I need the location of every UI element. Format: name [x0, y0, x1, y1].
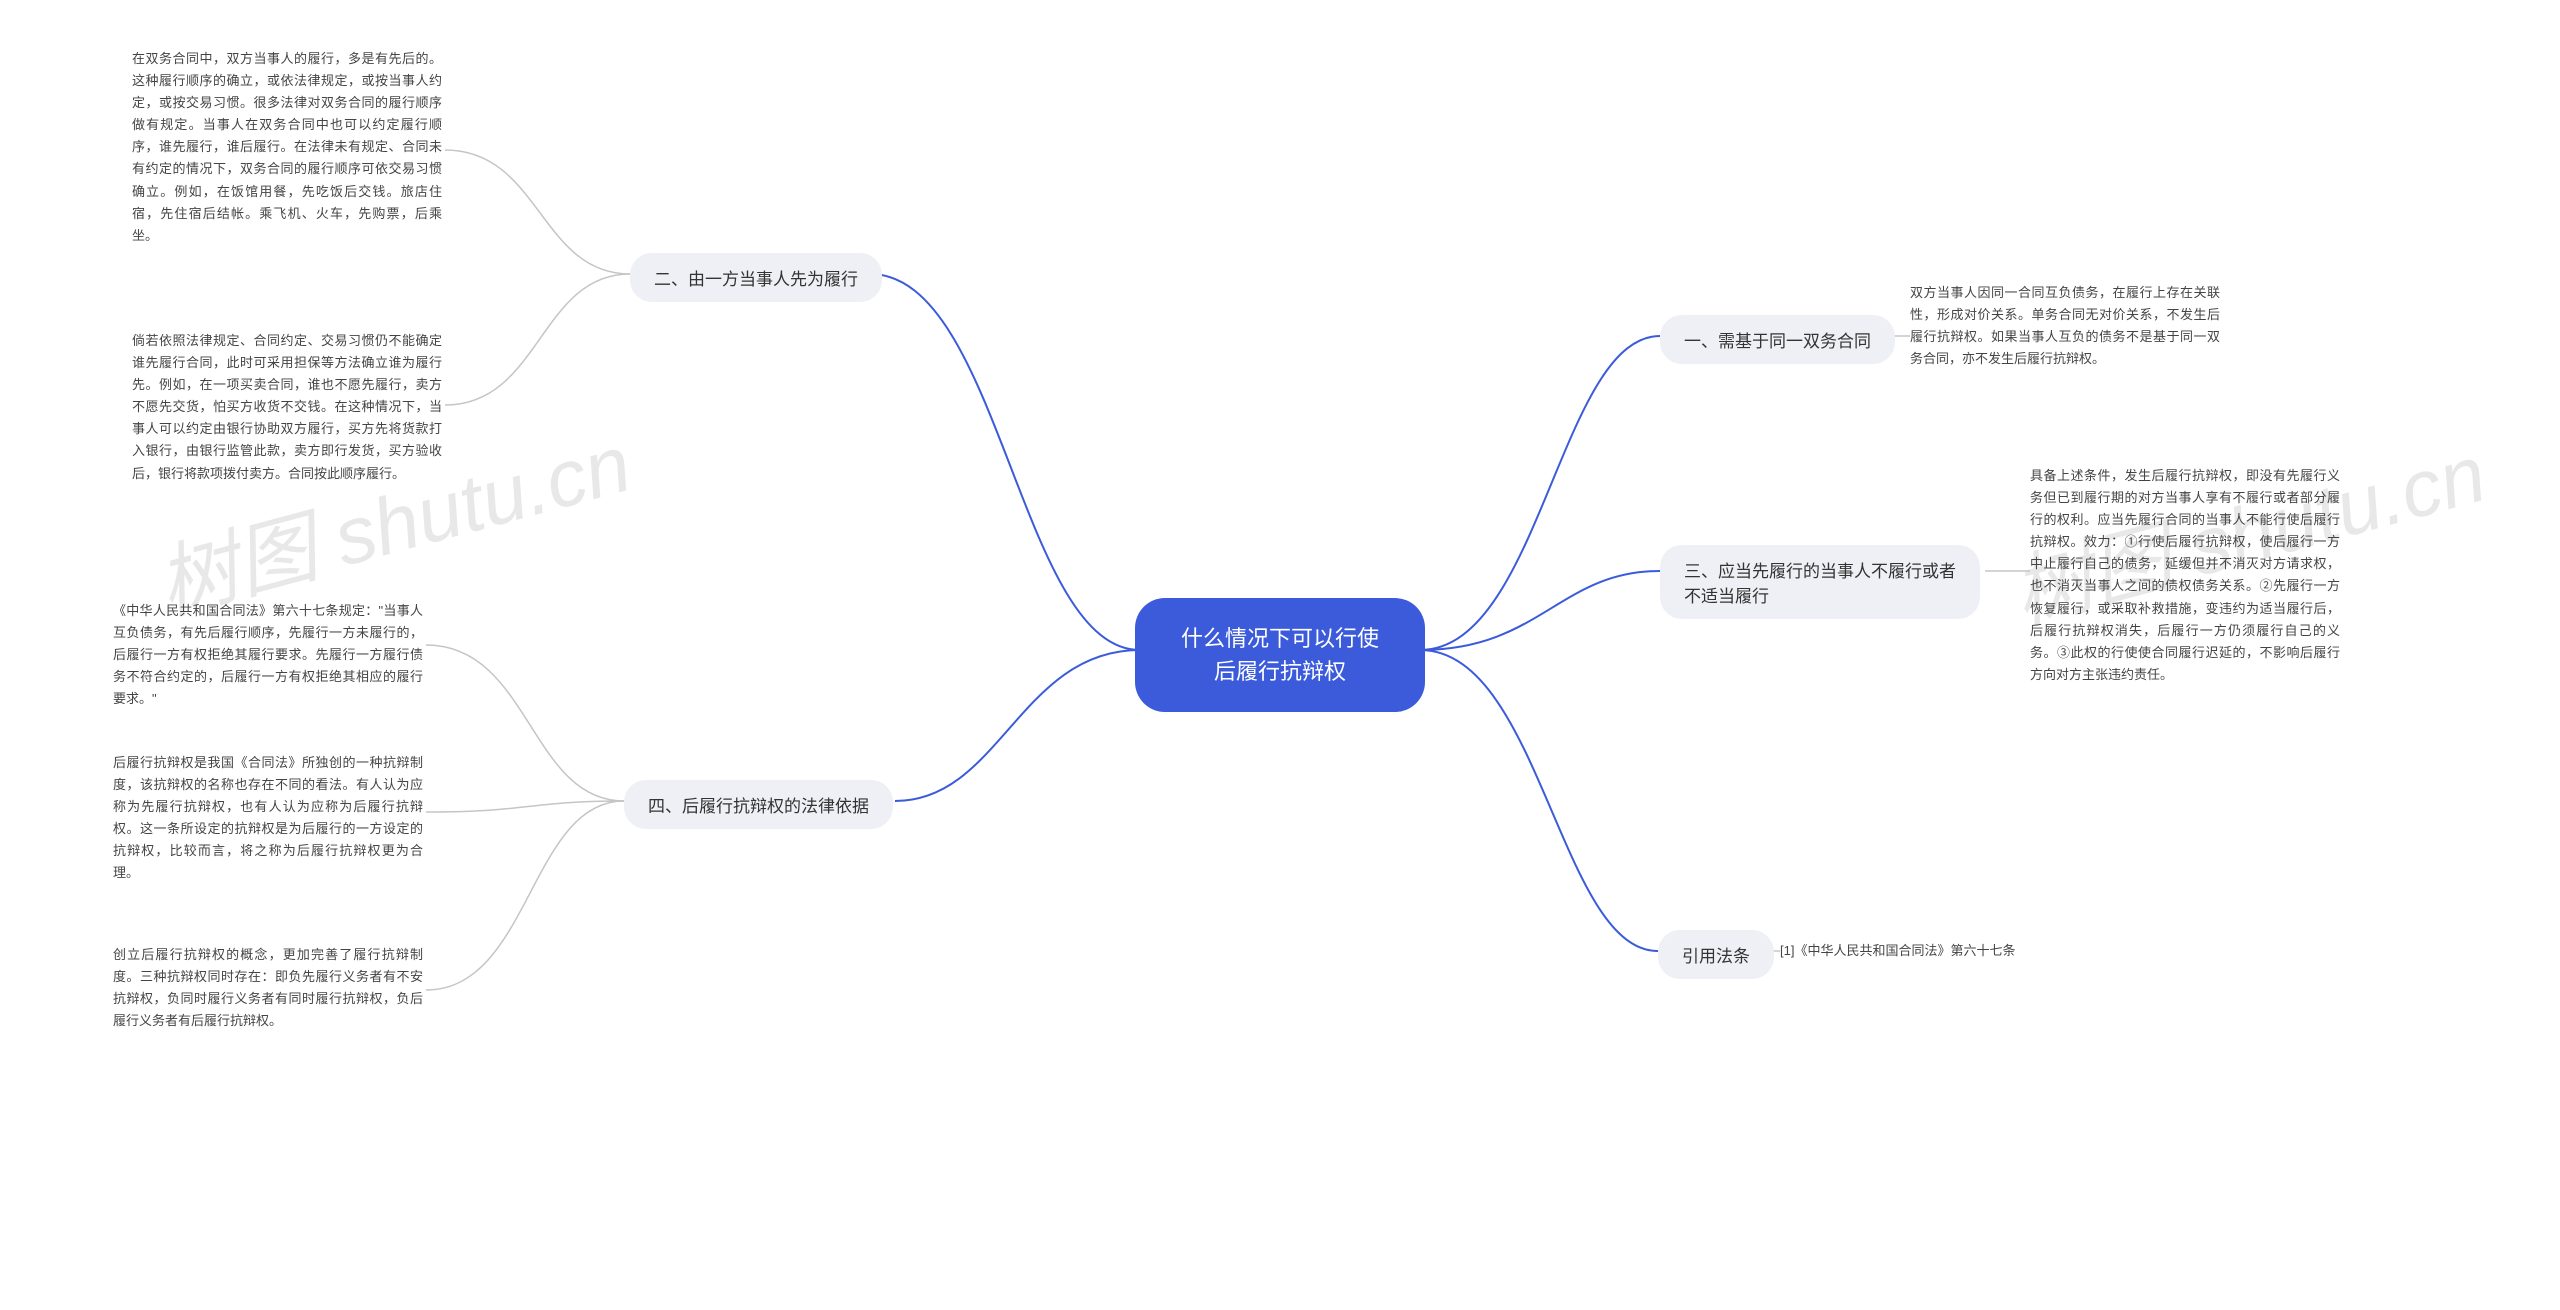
leaf-right-2-1: 具备上述条件，发生后履行抗辩权，即没有先履行义务但已到履行期的对方当事人享有不履… [2030, 465, 2340, 686]
branch-right-3[interactable]: 引用法条 [1658, 930, 1774, 979]
center-node[interactable]: 什么情况下可以行使后履行抗辩权 [1135, 598, 1425, 712]
leaf-left-2-2: 后履行抗辩权是我国《合同法》所独创的一种抗辩制度，该抗辩权的名称也存在不同的看法… [113, 752, 423, 885]
branch-right-1[interactable]: 一、需基于同一双务合同 [1660, 315, 1895, 364]
leaf-right-3-1: [1]《中华人民共和国合同法》第六十七条 [1780, 940, 2180, 962]
leaf-right-1-1: 双方当事人因同一合同互负债务，在履行上存在关联性，形成对价关系。单务合同无对价关… [1910, 282, 2220, 370]
leaf-left-1-2: 倘若依照法律规定、合同约定、交易习惯仍不能确定谁先履行合同，此时可采用担保等方法… [132, 330, 442, 485]
leaf-left-1-1: 在双务合同中，双方当事人的履行，多是有先后的。这种履行顺序的确立，或依法律规定，… [132, 48, 442, 247]
branch-right-2[interactable]: 三、应当先履行的当事人不履行或者不适当履行 [1660, 545, 1980, 619]
branch-left-2[interactable]: 四、后履行抗辩权的法律依据 [624, 780, 893, 829]
leaf-left-2-1: 《中华人民共和国合同法》第六十七条规定："当事人互负债务，有先后履行顺序，先履行… [113, 600, 423, 710]
branch-left-1[interactable]: 二、由一方当事人先为履行 [630, 253, 882, 302]
leaf-left-2-3: 创立后履行抗辩权的概念，更加完善了履行抗辩制度。三种抗辩权同时存在：即负先履行义… [113, 944, 423, 1032]
